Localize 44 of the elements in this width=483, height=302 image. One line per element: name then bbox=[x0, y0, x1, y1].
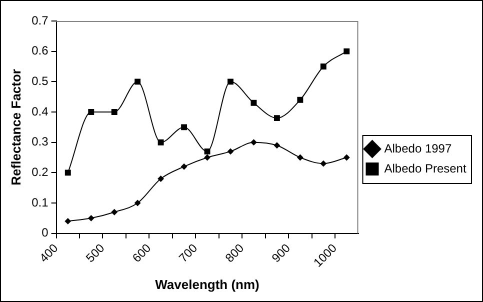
point bbox=[204, 148, 210, 154]
x-tick-label: 900 bbox=[268, 240, 294, 266]
point bbox=[250, 100, 257, 106]
point bbox=[204, 154, 210, 161]
x-tick-label: 800 bbox=[222, 240, 247, 266]
y-axis-title: Reflectance Factor bbox=[8, 69, 24, 186]
x-tick-label: 600 bbox=[130, 240, 154, 266]
y-tick-label: 0.4 bbox=[32, 104, 49, 118]
point bbox=[134, 200, 141, 206]
point bbox=[228, 78, 234, 85]
y-tick-label: 0.2 bbox=[32, 164, 49, 179]
point bbox=[64, 218, 71, 224]
point bbox=[320, 64, 326, 70]
point bbox=[88, 215, 94, 222]
y-tick-label: 0.6 bbox=[32, 44, 49, 58]
x-tick-label: 400 bbox=[36, 240, 61, 266]
legend-label: Albedo Present bbox=[384, 161, 467, 176]
point bbox=[274, 115, 280, 122]
y-tick-label: 0.3 bbox=[32, 134, 49, 149]
point bbox=[181, 164, 188, 170]
x-axis-title: Wavelength (nm) bbox=[155, 276, 260, 292]
point bbox=[64, 170, 71, 176]
point bbox=[297, 96, 304, 103]
x-tick-label: 700 bbox=[176, 240, 200, 266]
point bbox=[158, 139, 164, 146]
point bbox=[111, 209, 118, 216]
y-tick-label: 0.1 bbox=[32, 195, 49, 210]
point bbox=[158, 176, 164, 182]
legend-label: Albedo 1997 bbox=[384, 141, 452, 156]
x-tick-label: 500 bbox=[83, 240, 108, 266]
point bbox=[181, 124, 188, 130]
point bbox=[111, 109, 118, 115]
y-tick-label: 0 bbox=[42, 226, 49, 240]
point bbox=[320, 160, 326, 167]
point bbox=[344, 48, 350, 54]
y-tick-label: 0.7 bbox=[32, 13, 49, 28]
y-tick-label: 0.5 bbox=[32, 74, 49, 88]
point bbox=[227, 148, 234, 154]
point bbox=[274, 142, 280, 148]
point bbox=[134, 78, 141, 85]
point bbox=[88, 109, 94, 115]
point bbox=[344, 154, 350, 161]
point bbox=[250, 139, 257, 146]
point bbox=[297, 154, 304, 161]
